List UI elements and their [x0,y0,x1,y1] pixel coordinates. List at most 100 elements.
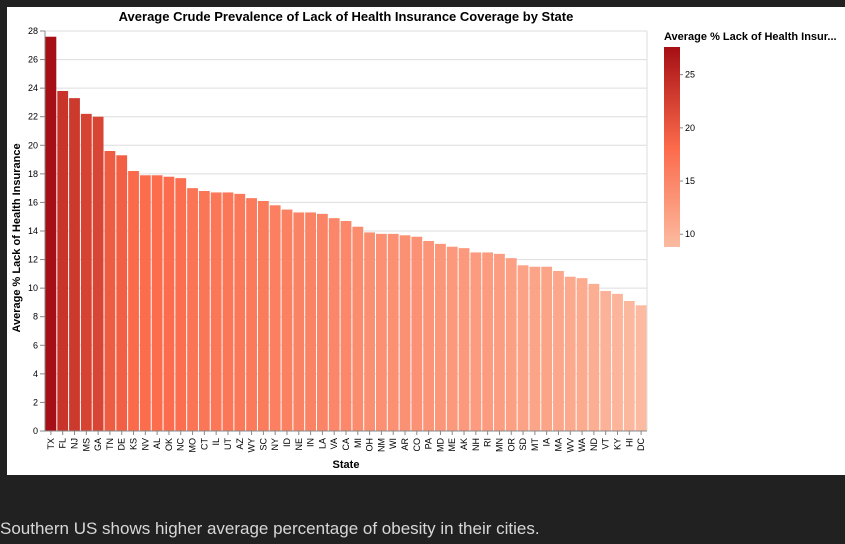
caption-text: Southern US shows higher average percent… [0,519,540,538]
x-tick-label: CO [412,438,422,452]
bar-me[interactable] [446,246,458,431]
x-tick-label: MA [553,438,563,452]
bar-mo[interactable] [187,188,198,431]
bar-nj[interactable] [69,98,80,432]
bar-or[interactable] [505,258,517,431]
y-tick-label: 4 [33,369,38,379]
x-tick-label: WV [565,438,575,453]
x-tick-label: VT [601,438,611,450]
x-tick-label: DC [636,438,646,451]
bar-il[interactable] [210,192,222,431]
x-tick-label: AK [459,438,469,450]
y-tick-label: 26 [28,55,38,65]
bar-ma[interactable] [553,271,564,431]
y-tick-label: 18 [28,169,38,179]
bar-in[interactable] [305,212,316,431]
x-tick-label: OR [506,437,516,451]
bar-ar[interactable] [399,235,411,431]
x-tick-label: ME [447,438,457,452]
x-tick-label: CA [341,438,351,451]
bar-ky[interactable] [612,293,623,431]
bar-fl[interactable] [57,91,69,431]
bar-wv[interactable] [564,276,576,431]
bar-mt[interactable] [529,266,541,431]
bar-nd[interactable] [588,283,600,431]
x-axis: TX FL NJ MS GA TN DE KS NV AL OK NC MO CT IL UT AZ WY SC NY… [45,430,647,453]
chart-title: Average Crude Prevalence of Lack of Heal… [119,9,574,24]
x-tick-label: RI [483,438,493,447]
bar-sc[interactable] [257,201,269,431]
x-tick-label: MS [81,438,91,452]
x-tick-label: HI [624,438,634,447]
x-tick-label: CT [199,438,209,450]
bar-ia[interactable] [541,266,553,431]
bar-ny[interactable] [269,205,281,431]
bar-oh[interactable] [364,232,376,431]
bar-md[interactable] [435,243,446,431]
bar-ak[interactable] [458,248,470,431]
bar-tx[interactable] [45,36,57,431]
bar-nv[interactable] [139,175,151,431]
x-tick-label: IL [211,438,221,446]
bar-la[interactable] [316,213,328,431]
bar-id[interactable] [281,209,293,431]
x-tick-label: NY [270,438,280,451]
y-tick-label: 16 [28,197,38,207]
y-tick-label: 0 [33,426,38,436]
bar-va[interactable] [328,218,340,431]
bar-mi[interactable] [352,226,364,431]
x-tick-label: NC [176,438,186,451]
bar-ri[interactable] [482,252,494,431]
x-tick-label: KS [129,438,139,450]
top-strip [0,0,845,7]
bar-ga[interactable] [92,116,104,431]
legend-tick-label: 25 [685,70,695,80]
y-tick-label: 24 [28,83,38,93]
bar-ct[interactable] [198,191,210,431]
legend-title: Average % Lack of Health Insur... [664,31,837,43]
bar-ca[interactable] [340,221,352,431]
y-tick-label: 12 [28,255,38,265]
bar-az[interactable] [234,193,246,431]
x-tick-label: MD [435,438,445,452]
bar-wy[interactable] [246,198,257,431]
y-tick-label: 10 [28,283,38,293]
x-tick-label: MN [494,438,504,452]
x-tick-label: WA [577,438,587,452]
bar-ok[interactable] [163,176,175,431]
bar-vt[interactable] [600,291,612,431]
x-tick-label: IA [542,438,552,447]
bar-co[interactable] [411,236,423,431]
x-tick-label: MT [530,438,540,451]
bar-pa[interactable] [423,241,435,431]
color-legend: Average % Lack of Health Insur... 10 15 20… [664,31,837,247]
x-tick-label: DE [117,438,127,451]
bar-nh[interactable] [470,252,482,431]
bar-ut[interactable] [222,192,234,431]
y-tick-label: 28 [28,26,38,36]
bar-ne[interactable] [293,212,305,431]
y-tick-label: 14 [28,226,38,236]
x-tick-label: WI [388,438,398,449]
x-tick-label: TX [46,438,56,450]
x-tick-label: SC [258,438,268,451]
bar-ks[interactable] [128,171,139,431]
bar-wa[interactable] [576,278,588,431]
bar-sd[interactable] [517,265,529,431]
bar-mn[interactable] [494,253,505,431]
bar-al[interactable] [151,175,163,431]
y-tick-label: 6 [33,340,38,350]
bar-nm[interactable] [376,233,387,431]
y-tick-label: 20 [28,140,38,150]
x-axis-title: State [333,459,360,471]
bar-de[interactable] [116,155,128,432]
bar-ms[interactable] [80,113,92,431]
x-tick-label: NE [294,438,304,451]
bar-tn[interactable] [104,151,116,431]
bar-wi[interactable] [387,233,399,431]
bar-nc[interactable] [175,178,187,431]
x-tick-label: LA [317,438,327,449]
bar-hi[interactable] [623,301,635,431]
x-tick-label: ID [282,437,292,447]
bar-dc[interactable] [635,305,647,431]
